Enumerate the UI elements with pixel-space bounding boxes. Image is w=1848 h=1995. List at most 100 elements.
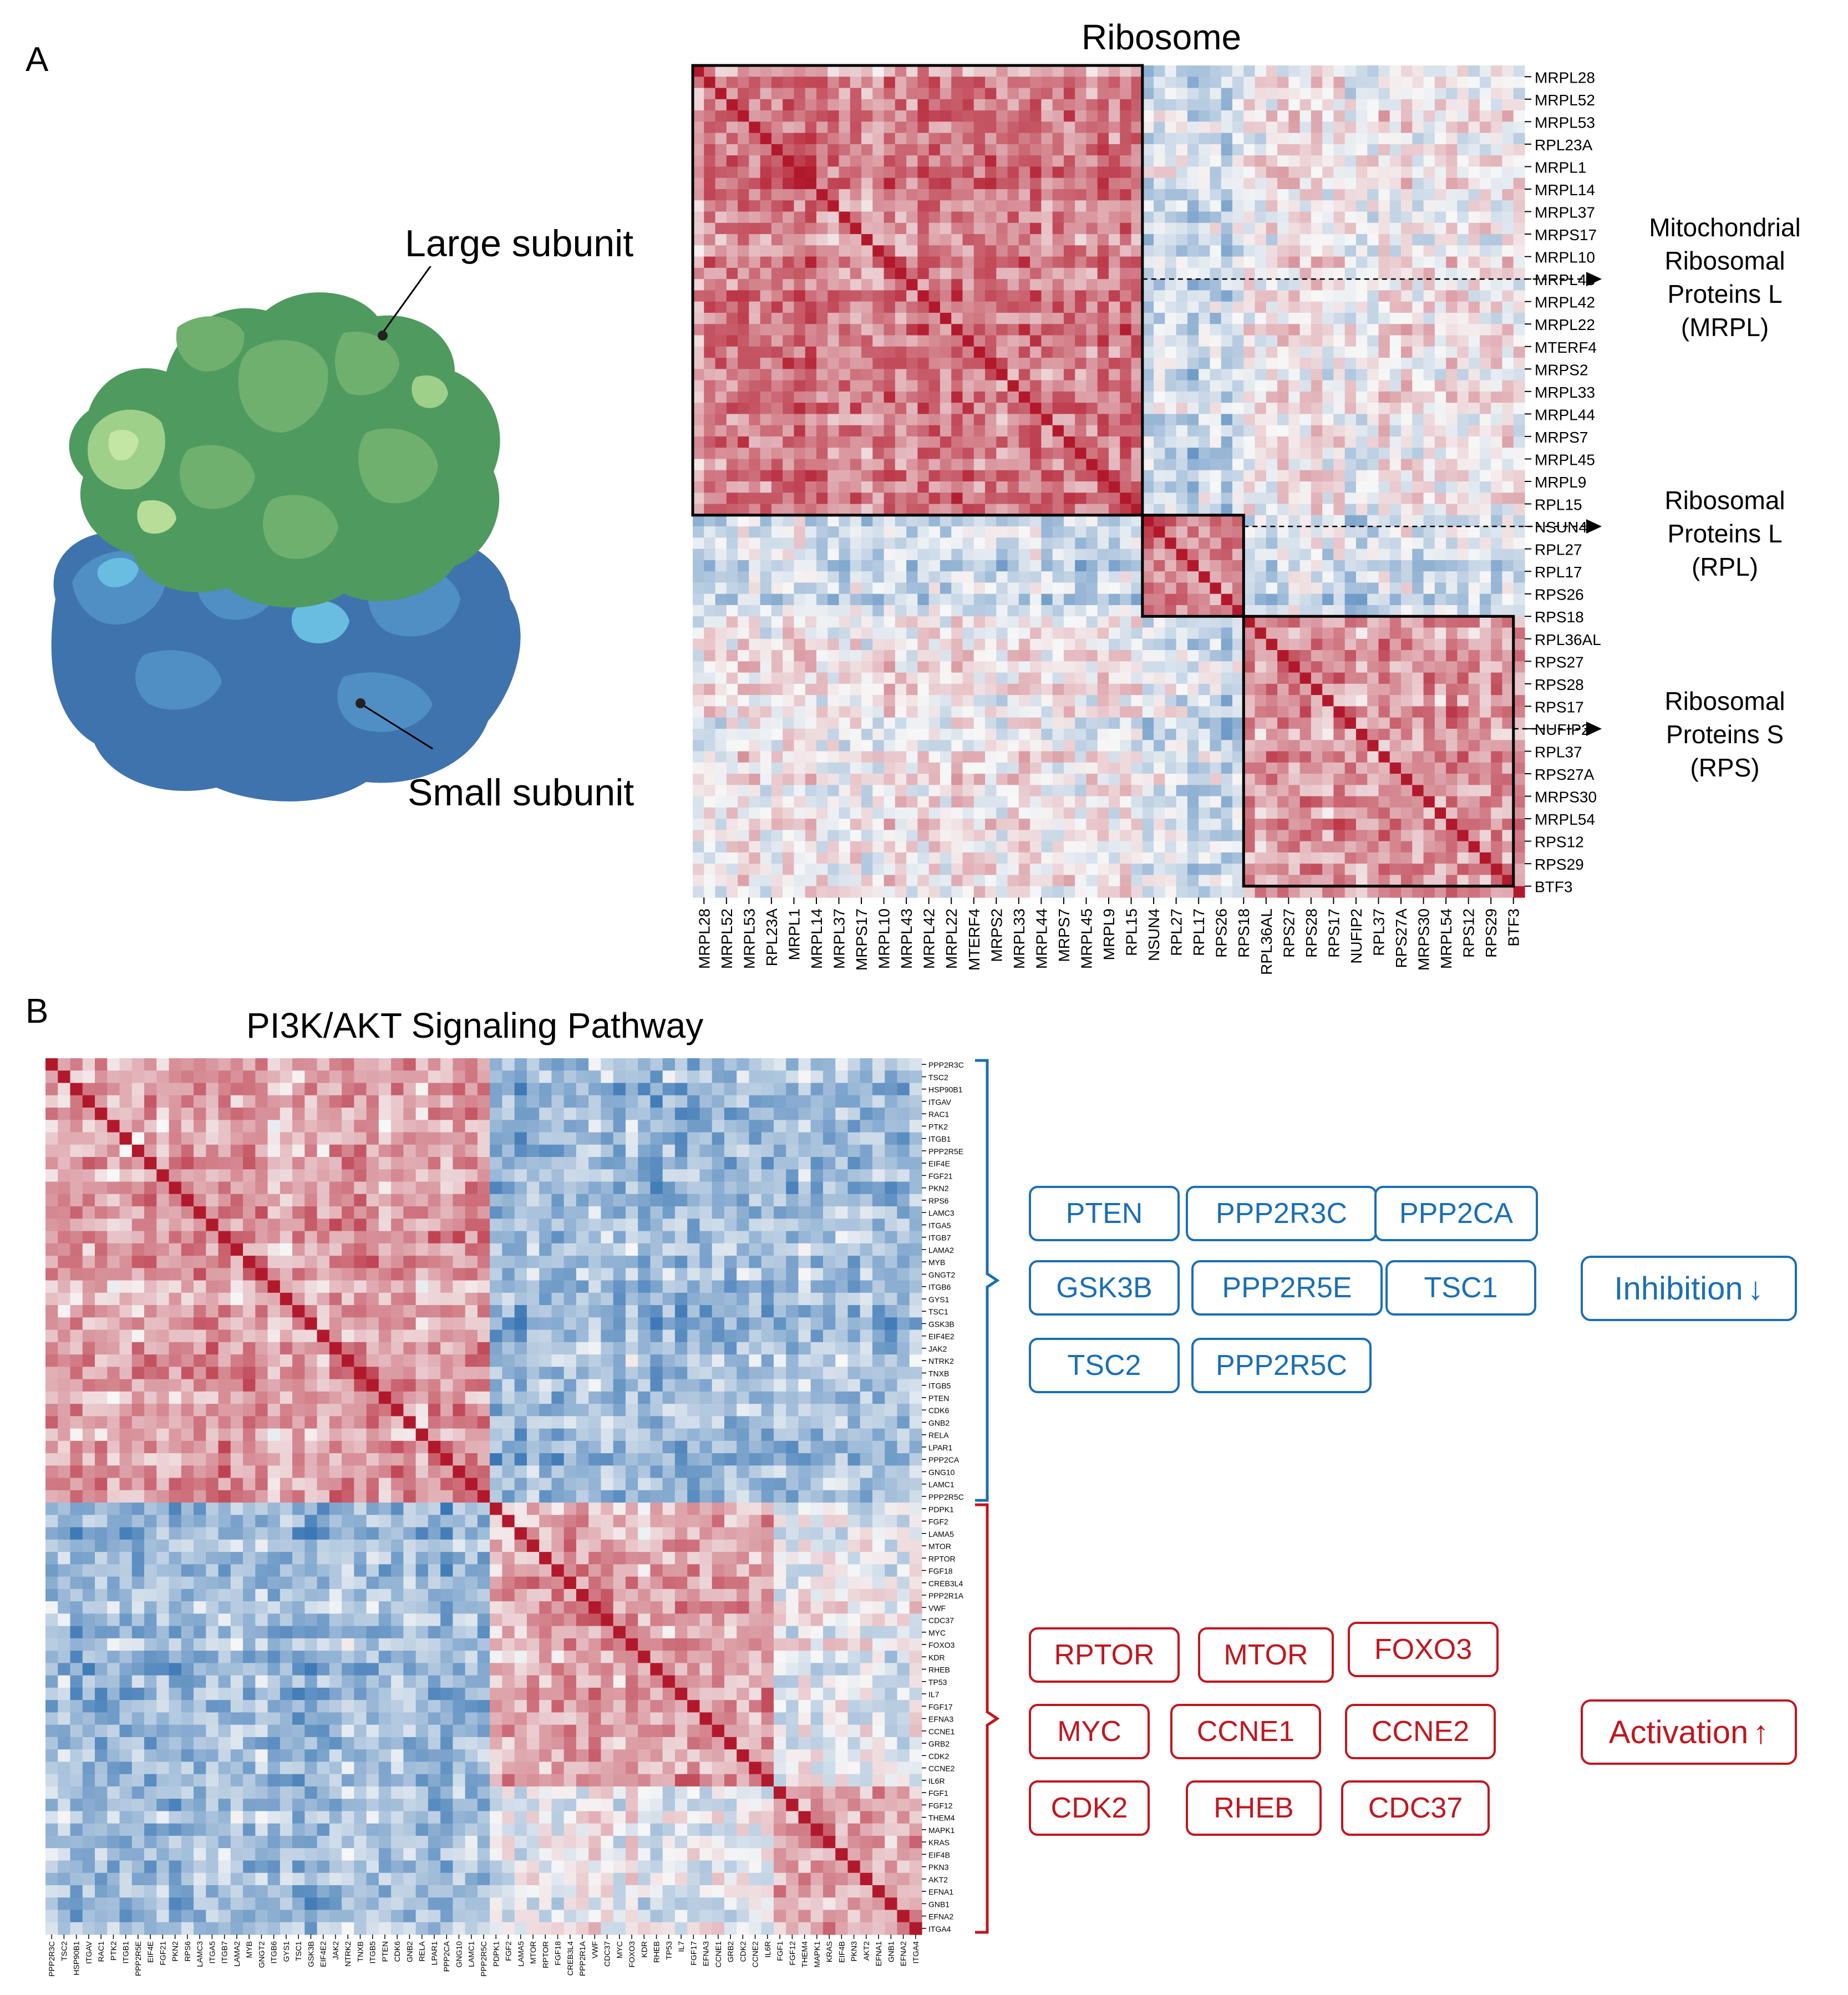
heatmap-cell	[1232, 526, 1244, 538]
heatmap-cell	[726, 717, 738, 729]
heatmap-cell	[1131, 537, 1143, 550]
heatmap-cell	[1288, 290, 1301, 302]
heatmap-cell	[783, 683, 795, 696]
heatmap-cell	[1221, 448, 1233, 460]
heatmap-cell	[1221, 133, 1233, 145]
heatmap-cell	[1097, 346, 1109, 358]
heatmap-cell	[704, 99, 716, 111]
heatmap-cell	[1322, 166, 1334, 179]
heatmap-cell	[1412, 99, 1424, 111]
heatmap-cell	[1322, 695, 1334, 707]
heatmap-cell	[738, 571, 749, 583]
heatmap-cell	[906, 593, 918, 606]
heatmap-cell	[951, 762, 963, 774]
heatmap-cell	[1210, 346, 1222, 358]
heatmap-cell	[1176, 774, 1188, 785]
heatmap-cell	[928, 470, 941, 482]
heatmap-cell	[760, 470, 772, 482]
heatmap-cell	[760, 785, 772, 797]
heatmap-cell	[906, 234, 918, 246]
heatmap-cell	[1075, 245, 1087, 257]
heatmap-cell	[1086, 627, 1098, 639]
heatmap-cell	[1401, 515, 1413, 527]
heatmap-cell	[1288, 661, 1301, 673]
heatmap-cell	[1457, 504, 1469, 516]
heatmap-cell	[1401, 740, 1413, 752]
heatmap-cell	[1165, 200, 1177, 212]
heatmap-cell	[1333, 593, 1346, 606]
heatmap-cell	[1221, 312, 1233, 324]
heatmap-cell	[1389, 189, 1402, 201]
heatmap-cell	[1502, 189, 1514, 201]
heatmap-cell	[985, 807, 997, 819]
heatmap-cell	[1311, 222, 1323, 235]
heatmap-cell	[962, 88, 974, 100]
heatmap-cell	[794, 403, 806, 414]
heatmap-cell	[1221, 369, 1233, 381]
heatmap-cell	[715, 481, 727, 493]
heatmap-cell	[1199, 279, 1211, 291]
heatmap-cell	[1446, 110, 1458, 122]
heatmap-cell	[861, 211, 873, 224]
heatmap-cell	[1030, 740, 1042, 752]
heatmap-cell	[1322, 807, 1334, 819]
heatmap-cell	[1502, 110, 1514, 122]
heatmap-cell	[816, 279, 828, 291]
heatmap-cell	[816, 312, 828, 324]
heatmap-cell	[1221, 717, 1233, 729]
heatmap-cell	[1007, 312, 1019, 324]
heatmap-cell	[928, 290, 941, 302]
heatmap-cell	[1007, 796, 1019, 808]
heatmap-cell	[940, 785, 952, 797]
heatmap-cell	[1344, 740, 1357, 752]
heatmap-cell	[985, 504, 997, 516]
heatmap-cell	[1479, 683, 1491, 696]
heatmap-cell	[1109, 369, 1120, 381]
heatmap-cell	[1322, 627, 1334, 639]
heatmap-cell	[1075, 99, 1087, 111]
heatmap-cell	[928, 819, 941, 830]
heatmap-cell	[1412, 638, 1424, 651]
heatmap-cell	[1232, 279, 1244, 291]
heatmap-cell	[1434, 627, 1446, 639]
heatmap-cell	[1052, 448, 1064, 460]
heatmap-cell	[1367, 133, 1379, 145]
heatmap-cell	[1468, 593, 1480, 606]
heatmap-cell	[1142, 650, 1154, 662]
heatmap-cell	[1502, 177, 1514, 190]
heatmap-cell	[738, 358, 749, 369]
heatmap-cell	[1120, 571, 1132, 583]
heatmap-cell	[895, 526, 907, 538]
heatmap-cell	[1446, 436, 1458, 448]
heatmap-cell	[917, 560, 930, 572]
heatmap-cell	[1355, 807, 1368, 819]
heatmap-cell	[996, 638, 1008, 651]
heatmap-cell	[1154, 459, 1165, 471]
heatmap-cell	[1221, 571, 1233, 583]
heatmap-cell	[1142, 448, 1154, 460]
heatmap-cell	[940, 177, 952, 190]
heatmap-cell	[1468, 560, 1480, 572]
heatmap-cell	[1299, 436, 1312, 448]
heatmap-cell	[704, 481, 716, 493]
heatmap-cell	[1344, 88, 1357, 100]
heatmap-cell	[1210, 425, 1222, 437]
heatmap-cell	[805, 380, 817, 392]
heatmap-cell	[951, 177, 963, 190]
heatmap-cell	[715, 762, 727, 774]
heatmap-cell	[1355, 436, 1368, 448]
heatmap-cell	[760, 695, 772, 707]
heatmap-cell	[1086, 807, 1098, 819]
heatmap-cell	[1468, 65, 1480, 77]
heatmap-cell	[1165, 110, 1177, 122]
heatmap-cell	[1457, 144, 1469, 156]
heatmap-cell	[805, 110, 817, 122]
heatmap-cell	[850, 436, 862, 448]
heatmap-cell	[895, 638, 907, 651]
heatmap-cell	[1154, 121, 1165, 134]
heatmap-cell	[1378, 459, 1390, 471]
heatmap-cell	[895, 425, 907, 437]
heatmap-cell	[996, 526, 1008, 538]
heatmap-cell	[906, 616, 918, 628]
heatmap-cell	[973, 740, 986, 752]
